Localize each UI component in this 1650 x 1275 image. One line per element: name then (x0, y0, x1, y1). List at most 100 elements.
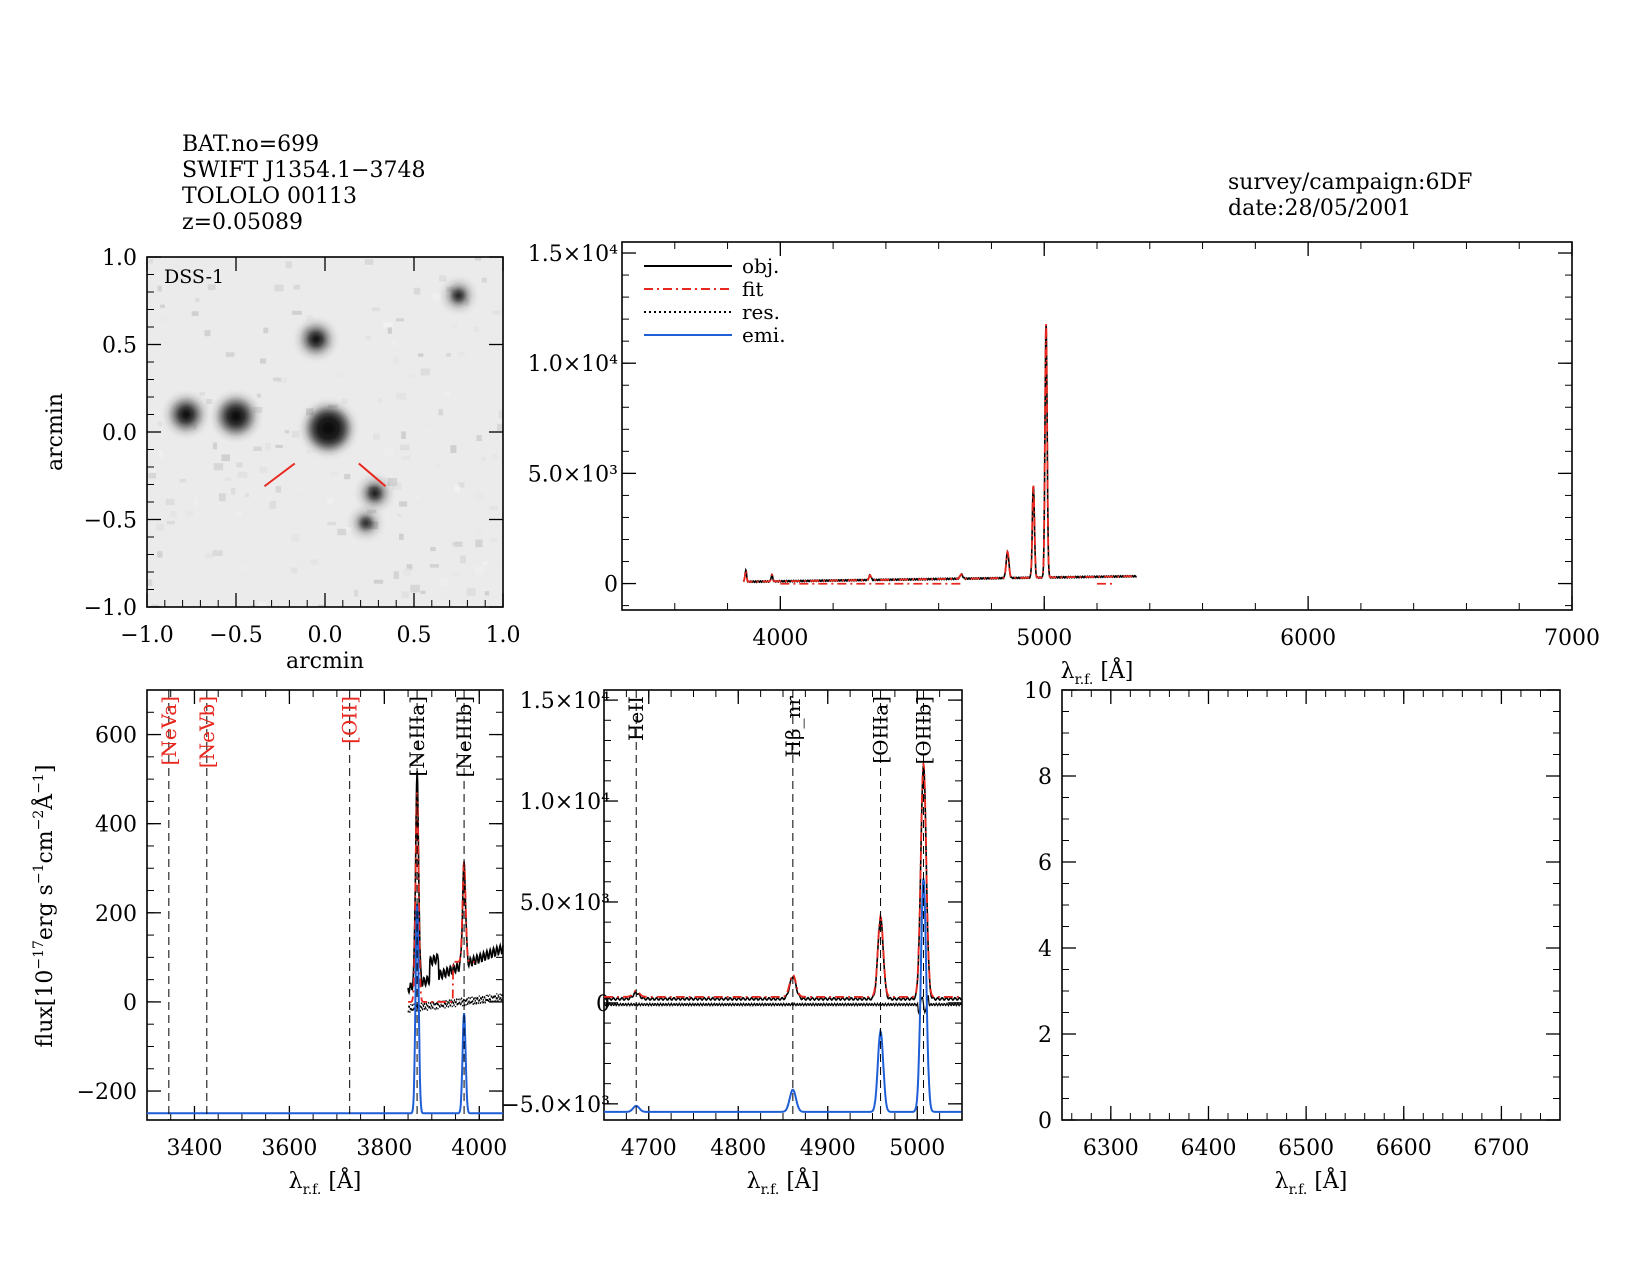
star-core (310, 333, 322, 346)
noise-speck (401, 591, 410, 599)
noise-speck (473, 493, 484, 500)
x-tick-label: 4900 (800, 1136, 856, 1161)
noise-speck (372, 307, 380, 312)
x-tick-label: 0.5 (397, 623, 432, 648)
noise-speck (269, 500, 277, 509)
x-tick-label: 4800 (710, 1136, 766, 1161)
noise-speck (436, 464, 441, 469)
y-tick-label: 1.0×10⁴ (520, 790, 610, 815)
noise-speck (291, 310, 302, 315)
noise-speck (150, 468, 156, 473)
noise-speck (408, 374, 416, 379)
noise-speck (400, 455, 411, 460)
noise-speck (452, 323, 458, 328)
noise-speck (326, 498, 334, 505)
noise-speck (450, 445, 457, 454)
noise-speck (420, 368, 430, 376)
noise-speck (413, 287, 421, 295)
noise-speck (398, 600, 407, 607)
noise-speck (218, 493, 226, 502)
x-axis-label: λr.f. [Å] (1275, 1166, 1348, 1198)
noise-speck (489, 506, 499, 510)
noise-speck (455, 541, 463, 547)
noise-speck (244, 493, 249, 498)
noise-speck (406, 564, 413, 571)
noise-speck (204, 330, 211, 337)
y-tick-label: 2 (1038, 1023, 1052, 1048)
y-tick-label: −1.0 (84, 596, 137, 621)
x-tick-label: −1.0 (120, 623, 173, 648)
noise-speck (341, 398, 349, 405)
noise-speck (484, 591, 490, 596)
noise-speck (458, 482, 465, 488)
noise-speck (291, 567, 298, 574)
noise-speck (403, 568, 412, 576)
noise-speck (193, 497, 198, 506)
y-tick-label: 0 (604, 573, 618, 598)
noise-speck (318, 604, 325, 607)
noise-speck (237, 471, 248, 478)
star-core (361, 518, 371, 528)
y-tick-label: −0.5 (84, 509, 137, 534)
fit-spectrum-line (742, 323, 1137, 583)
noise-speck (155, 523, 165, 532)
noise-speck (391, 340, 398, 346)
object-spectrum-line (603, 765, 962, 1002)
y-tick-label: 0.0 (102, 421, 137, 446)
star-core (453, 290, 464, 301)
x-axis-label: λr.f. [Å] (747, 1166, 820, 1198)
noise-speck (417, 353, 424, 357)
noise-speck (439, 275, 447, 282)
noise-speck (213, 463, 224, 471)
panel-frame (621, 241, 1573, 611)
line-marker-label: [NeVb] (195, 696, 219, 768)
noise-speck (192, 424, 197, 431)
noise-speck (414, 495, 420, 500)
y-tick-label: 5.0×10³ (528, 462, 618, 487)
x-tick-label: 4700 (621, 1136, 677, 1161)
x-tick-label: 6300 (1083, 1136, 1139, 1161)
noise-speck (383, 322, 393, 328)
noise-speck (393, 571, 399, 579)
x-tick-label: 6400 (1180, 1136, 1236, 1161)
noise-speck (466, 587, 476, 596)
noise-speck (250, 605, 256, 607)
noise-speck (297, 492, 304, 498)
noise-speck (398, 533, 404, 540)
noise-speck (191, 311, 199, 317)
noise-speck (337, 528, 347, 536)
noise-speck (212, 442, 218, 450)
noise-speck (224, 477, 232, 481)
line-marker-label: HeII (624, 696, 648, 741)
x-tick-label: 4000 (451, 1136, 507, 1161)
survey-campaign: survey/campaign:6DF (1228, 170, 1473, 195)
line-marker-label: Hβ_nr (781, 696, 805, 758)
noise-speck (275, 486, 282, 493)
x-tick-label: 3400 (166, 1136, 222, 1161)
noise-speck (230, 487, 236, 495)
residual-line (603, 995, 962, 1016)
noise-speck (474, 257, 482, 261)
observation-date: date:28/05/2001 (1228, 196, 1412, 221)
noise-speck (433, 293, 441, 301)
noise-speck (166, 520, 175, 525)
noise-speck (364, 259, 374, 265)
x-tick-label: 6000 (1280, 626, 1336, 651)
redshift: z=0.05089 (182, 210, 303, 235)
noise-speck (400, 444, 410, 451)
noise-speck (401, 431, 406, 439)
bat-number: BAT.no=699 (182, 132, 320, 157)
fit-spectrum-line (408, 792, 475, 1003)
noise-speck (147, 472, 157, 479)
noise-speck (237, 565, 246, 572)
noise-speck (409, 591, 415, 596)
y-axis-label: arcmin (43, 393, 68, 471)
noise-speck (203, 404, 210, 410)
noise-speck (306, 315, 314, 321)
noise-speck (159, 450, 164, 458)
noise-speck (309, 559, 318, 565)
x-axis-label: λr.f. [Å] (289, 1166, 362, 1198)
noise-speck (205, 398, 213, 405)
noise-speck (306, 450, 312, 454)
